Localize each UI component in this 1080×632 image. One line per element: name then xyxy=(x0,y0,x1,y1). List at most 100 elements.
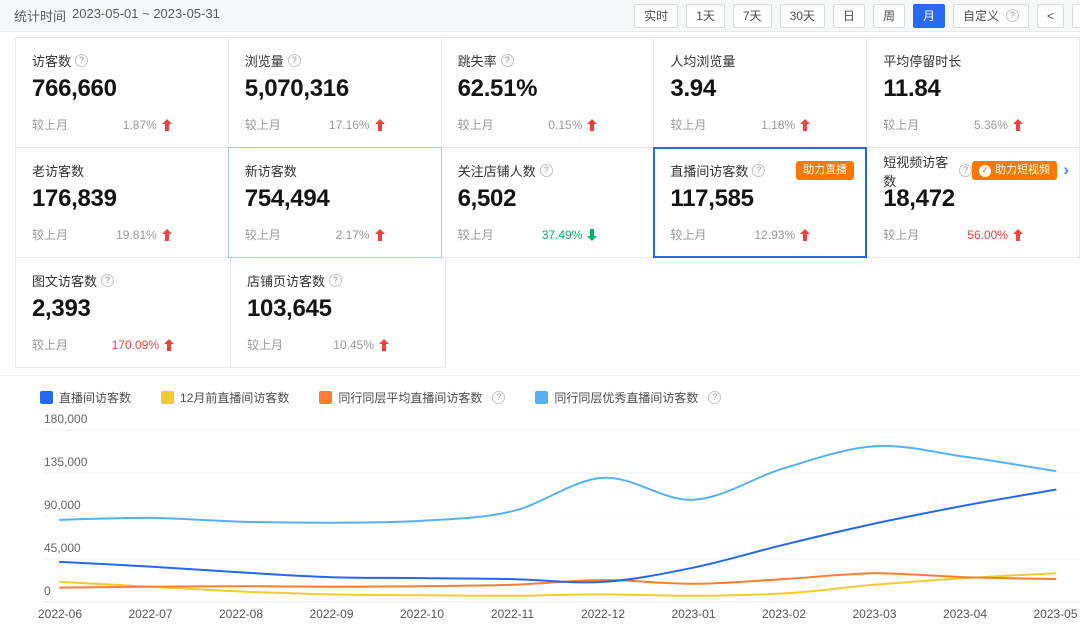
compare-label: 较上月 xyxy=(247,338,284,352)
legend-swatch-icon xyxy=(535,391,549,404)
x-axis-tick-label: 2022-06 xyxy=(38,607,82,621)
range-week-button[interactable]: 周 xyxy=(872,3,905,28)
help-icon[interactable]: ? xyxy=(958,164,972,177)
x-axis-tick-label: 2022-07 xyxy=(128,607,172,621)
legend-item[interactable]: 直播间访客数 xyxy=(40,389,131,406)
compare-label: 较上月 xyxy=(670,118,707,132)
help-icon[interactable]: ? xyxy=(539,164,553,177)
series-line xyxy=(59,572,1057,597)
card-avg-stay-duration[interactable]: 平均停留时长 11.84 较上月 5.36% xyxy=(866,37,1080,148)
range-7day-button[interactable]: 7天 xyxy=(732,3,772,28)
help-icon[interactable]: ? xyxy=(500,54,514,67)
trend-up-icon xyxy=(374,118,385,131)
legend-label: 同行同层优秀直播间访客数 xyxy=(554,391,699,405)
card-shop-followers[interactable]: 关注店铺人数? 6,502 较上月 37.49% xyxy=(440,147,655,258)
livestream-trend-chart-section: 直播间访客数 12月前直播间访客数 同行同层平均直播间访客数? 同行同层优秀直播间访客… xyxy=(0,376,1080,632)
trend-up-icon xyxy=(587,118,598,131)
y-axis-tick-label: 135,000 xyxy=(44,455,88,469)
card-row-3: 图文访客数? 2,393 较上月 170.09% 店铺页访客数? 103,645 … xyxy=(15,257,1080,368)
compare-percent: 12.93% xyxy=(754,227,796,242)
compare-percent: 10.45% xyxy=(333,337,374,352)
card-pageviews[interactable]: 浏览量? 5,070,316 较上月 17.16% xyxy=(227,37,442,148)
help-icon[interactable]: ? xyxy=(101,274,115,287)
legend-label: 12月前直播间访客数 xyxy=(180,391,290,405)
compare-percent: 0.15% xyxy=(548,117,583,132)
card-value: 103,645 xyxy=(247,295,332,322)
boost-livestream-badge[interactable]: 助力直播 xyxy=(796,161,855,180)
legend-swatch-icon xyxy=(40,391,53,404)
compare-percent: 37.49% xyxy=(541,227,583,242)
range-custom-button[interactable]: 自定义 ? xyxy=(952,3,1029,28)
next-period-button-clipped[interactable] xyxy=(1072,3,1080,28)
trend-up-icon xyxy=(1012,228,1023,241)
help-icon[interactable]: ? xyxy=(287,54,301,67)
card-title: 人均浏览量 xyxy=(670,54,736,69)
legend-item[interactable]: 同行同层平均直播间访客数? xyxy=(319,389,506,406)
range-day-button[interactable]: 日 xyxy=(832,3,865,28)
card-visitors[interactable]: 访客数? 766,660 较上月 1.87% xyxy=(15,37,229,148)
card-new-visitors[interactable]: 新访客数 754,494 较上月 2.17% xyxy=(227,147,442,258)
stats-time-label: 统计时间 xyxy=(14,9,67,24)
card-value: 176,839 xyxy=(32,185,117,212)
x-axis-tick-label: 2022-10 xyxy=(400,607,444,621)
legend-item[interactable]: 12月前直播间访客数 xyxy=(161,389,289,406)
trend-up-icon xyxy=(379,338,389,351)
compare-label: 较上月 xyxy=(670,228,707,242)
card-title: 平均停留时长 xyxy=(883,54,962,69)
x-axis-tick-label: 2023-03 xyxy=(852,607,896,621)
help-icon[interactable]: ? xyxy=(329,274,343,287)
legend-item[interactable]: 同行同层优秀直播间访客数? xyxy=(535,389,722,406)
card-value: 766,660 xyxy=(32,75,117,102)
compare-label: 较上月 xyxy=(32,228,69,242)
card-image-text-visitors[interactable]: 图文访客数? 2,393 较上月 170.09% xyxy=(15,257,231,368)
compare-label: 较上月 xyxy=(457,228,494,242)
help-icon[interactable]: ? xyxy=(492,391,506,404)
range-realtime-button[interactable]: 实时 xyxy=(634,3,679,28)
compare-label: 较上月 xyxy=(32,118,69,132)
card-avg-pageviews[interactable]: 人均浏览量 3.94 较上月 1.18% xyxy=(653,37,868,148)
stats-date-range: 2023-05-01 ~ 2023-05-31 xyxy=(72,6,220,21)
card-returning-visitors[interactable]: 老访客数 176,839 较上月 19.81% xyxy=(15,147,229,258)
compare-percent: 56.00% xyxy=(967,227,1008,242)
section-divider xyxy=(0,375,1080,376)
compare-label: 较上月 xyxy=(244,228,281,242)
card-short-video-visitors[interactable]: 短视频访客数? ✓ 助力短视频 › 18,472 较上月 56.00% xyxy=(866,147,1080,258)
prev-period-button[interactable]: < xyxy=(1036,3,1064,28)
card-bounce-rate[interactable]: 跳失率? 62.51% 较上月 0.15% xyxy=(440,37,655,148)
card-shop-page-visitors[interactable]: 店铺页访客数? 103,645 较上月 10.45% xyxy=(230,257,446,368)
x-axis-tick-label: 2023-01 xyxy=(671,607,715,621)
x-axis-tick-label: 2023-04 xyxy=(943,607,987,621)
card-value: 5,070,316 xyxy=(244,75,349,102)
badge-label: 助力短视频 xyxy=(994,164,1050,176)
compare-percent: 5.36% xyxy=(973,117,1008,132)
topbar: 统计时间 2023-05-01 ~ 2023-05-31 实时 1天 7天 30… xyxy=(0,0,1080,32)
card-value: 3.94 xyxy=(670,75,716,102)
compare-label: 较上月 xyxy=(244,118,281,132)
help-icon[interactable]: ? xyxy=(752,164,766,177)
compare-label: 较上月 xyxy=(457,118,494,132)
x-axis-tick-label: 2022-12 xyxy=(581,607,625,621)
card-title: 新访客数 xyxy=(244,164,297,179)
card-livestream-visitors[interactable]: 直播间访客数? 助力直播 117,585 较上月 12.93% xyxy=(653,147,868,258)
chevron-right-icon[interactable]: › xyxy=(1063,160,1069,179)
trend-up-icon xyxy=(800,118,811,131)
range-1day-button[interactable]: 1天 xyxy=(686,3,725,28)
metric-card-grid: 访客数? 766,660 较上月 1.87% 浏览量? 5,070,316 较上月… xyxy=(15,37,1080,368)
help-icon[interactable]: ? xyxy=(708,391,722,404)
card-title: 直播间访客数 xyxy=(670,164,749,179)
boost-short-video-badge[interactable]: ✓ 助力短视频 xyxy=(971,161,1057,180)
help-icon[interactable]: ? xyxy=(75,54,89,67)
legend-swatch-icon xyxy=(161,391,175,404)
time-range-buttons: 实时 1天 7天 30天 日 周 月 自定义 ? < xyxy=(634,3,1080,28)
trend-up-icon xyxy=(161,118,172,131)
trend-up-icon xyxy=(374,228,385,241)
y-axis-tick-label: 0 xyxy=(44,584,51,598)
compare-percent: 170.09% xyxy=(111,337,159,352)
range-30day-button[interactable]: 30天 xyxy=(779,3,825,28)
range-month-button[interactable]: 月 xyxy=(912,3,945,28)
trend-down-icon xyxy=(587,228,598,241)
card-title: 跳失率 xyxy=(457,54,497,69)
x-axis-tick-label: 2023-05 xyxy=(1033,607,1077,621)
card-title: 图文访客数 xyxy=(32,274,98,289)
